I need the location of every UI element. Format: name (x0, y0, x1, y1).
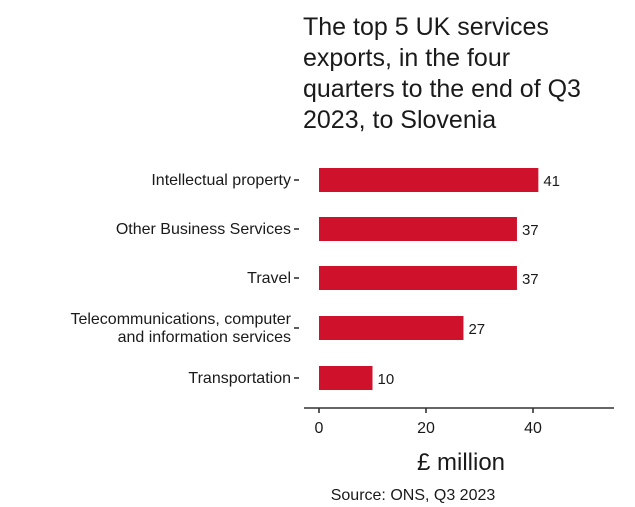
category-label: Intellectual property (151, 172, 291, 189)
bar (319, 217, 517, 241)
bars (319, 168, 539, 390)
category-label: and information services (118, 329, 291, 346)
chart-title-line: exports, in the four (303, 44, 510, 72)
chart-title-line: The top 5 UK services (303, 13, 549, 41)
bar (319, 168, 539, 192)
x-tick-label: 20 (417, 420, 435, 437)
chart-title: The top 5 UK services exports, in the fou… (303, 13, 581, 134)
x-axis-title: £ million (417, 449, 505, 476)
source-note: Source: ONS, Q3 2023 (331, 487, 496, 504)
x-tick-label: 0 (315, 420, 324, 437)
value-label: 37 (522, 271, 539, 288)
value-labels: 41 37 37 27 10 (378, 173, 561, 388)
value-label: 27 (468, 321, 485, 338)
value-label: 37 (522, 222, 539, 239)
chart-title-line: quarters to the end of Q3 (303, 75, 581, 103)
category-label: Telecommunications, computer (70, 311, 291, 328)
value-label: 41 (543, 173, 560, 190)
bar (319, 366, 373, 390)
category-label: Other Business Services (116, 221, 291, 238)
value-label: 10 (378, 371, 395, 388)
bar (319, 316, 464, 340)
category-labels: Intellectual property Other Business Serv… (70, 172, 299, 387)
category-label: Transportation (188, 370, 291, 387)
x-tick-label: 40 (524, 420, 542, 437)
chart-title-line: 2023, to Slovenia (303, 106, 496, 134)
category-label: Travel (247, 270, 291, 287)
bar (319, 266, 517, 290)
x-axis: 0 20 40 (304, 407, 614, 437)
